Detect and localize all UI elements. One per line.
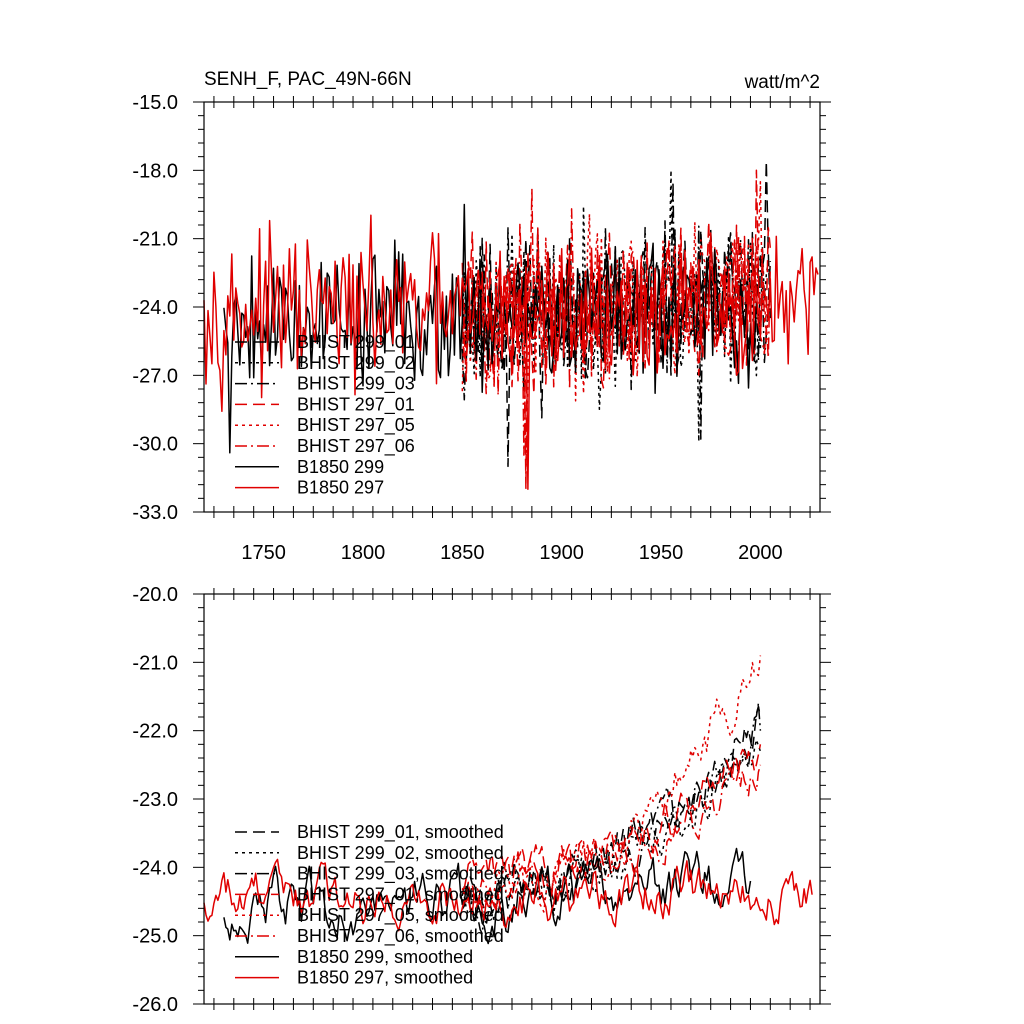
x-tick-label: 1950	[639, 542, 684, 564]
top-y-axis-labels: -15.0 -18.0 -21.0 -24.0 -27.0 -30.0 -33.0	[132, 92, 178, 524]
top-series-group	[203, 160, 819, 490]
legend-label: BHIST 299_02, smoothed	[297, 843, 504, 864]
legend-label: BHIST 299_01	[297, 332, 415, 353]
y-tick-label: -20.0	[132, 584, 178, 606]
series-line	[461, 702, 762, 935]
bottom-axis-ticks	[193, 588, 831, 1010]
y-tick-label: -33.0	[132, 502, 178, 524]
legend-label: BHIST 299_03, smoothed	[297, 864, 504, 885]
legend-label: BHIST 299_02	[297, 353, 415, 374]
legend-label: BHIST 299_03	[297, 374, 415, 395]
y-tick-label: -21.0	[132, 652, 178, 674]
legend-label: BHIST 297_05	[297, 415, 415, 436]
series-line	[203, 214, 819, 490]
series-line	[461, 169, 772, 443]
y-tick-label: -18.0	[132, 160, 178, 182]
series-line	[203, 858, 813, 932]
legend-label: BHIST 297_01	[297, 394, 415, 415]
legend-label: BHIST 297_05, smoothed	[297, 905, 504, 926]
x-tick-label: 1850	[440, 542, 485, 564]
legend-label: B1850 299, smoothed	[297, 947, 473, 967]
y-tick-label: -30.0	[132, 434, 178, 456]
series-line	[223, 847, 752, 945]
series-line	[461, 169, 772, 490]
top-chart-units: watt/m^2	[744, 72, 820, 93]
y-tick-label: -27.0	[132, 365, 178, 387]
legend-label: B1850 299	[297, 457, 384, 477]
series-line	[461, 764, 762, 910]
y-tick-label: -25.0	[132, 926, 178, 948]
legend-label: BHIST 297_06	[297, 436, 415, 457]
bottom-y-axis-labels: -20.0 -21.0 -22.0 -23.0 -24.0 -25.0 -26.0	[132, 584, 178, 1016]
legend-label: B1850 297, smoothed	[297, 968, 473, 988]
y-tick-label: -26.0	[132, 994, 178, 1016]
legend-label: B1850 297	[297, 478, 384, 498]
top-chart-title: SENH_F, PAC_49N-66N	[204, 69, 412, 90]
y-tick-label: -15.0	[132, 92, 178, 114]
y-tick-label: -22.0	[132, 721, 178, 743]
top-panel: SENH_F, PAC_49N-66N watt/m^2 BHIST 299_0…	[132, 69, 831, 564]
x-tick-label: 1900	[539, 542, 584, 564]
legend-label: BHIST 299_01, smoothed	[297, 822, 504, 843]
x-tick-label: 2000	[738, 542, 783, 564]
y-tick-label: -23.0	[132, 789, 178, 811]
series-line	[462, 744, 762, 894]
legend-label: BHIST 297_01, smoothed	[297, 884, 504, 905]
y-tick-label: -21.0	[132, 229, 178, 251]
y-tick-label: -24.0	[132, 857, 178, 879]
x-tick-label: 1750	[241, 542, 286, 564]
top-axis-ticks	[193, 96, 831, 518]
y-tick-label: -24.0	[132, 297, 178, 319]
top-x-axis-labels: 1750 1800 1850 1900 1950 2000	[241, 542, 782, 564]
legend-label: BHIST 297_06, smoothed	[297, 926, 504, 947]
series-line	[461, 655, 762, 913]
x-tick-label: 1800	[341, 542, 386, 564]
series-line	[461, 738, 762, 922]
bottom-series-group	[203, 655, 813, 945]
